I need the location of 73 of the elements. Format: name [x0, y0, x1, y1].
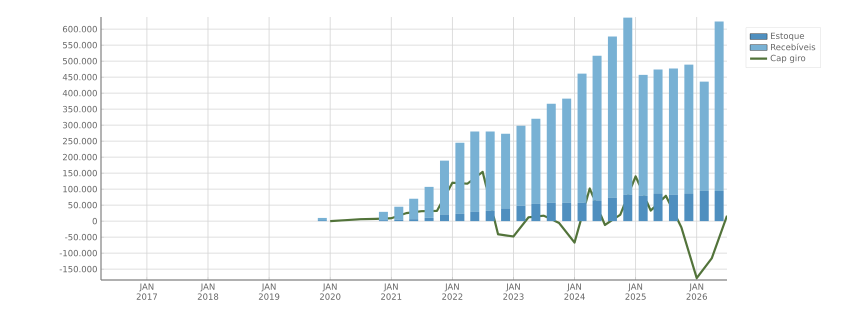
- y-tick-label: 450.000: [62, 74, 97, 80]
- x-tick-label: JAN 2026: [686, 284, 707, 300]
- y-tick-label: 0: [92, 218, 97, 224]
- bar: [501, 208, 510, 222]
- y-tick-label: -150.000: [60, 266, 97, 272]
- bar: [531, 204, 540, 222]
- bar: [486, 210, 495, 222]
- bar: [470, 212, 480, 222]
- bar: [318, 218, 327, 220]
- bar: [440, 214, 449, 222]
- bar: [654, 194, 663, 222]
- bar: [531, 118, 540, 204]
- y-tick-label: 600.000: [62, 26, 97, 32]
- x-tick-label: JAN 2017: [136, 284, 157, 300]
- legend-label: Estoque: [771, 32, 804, 41]
- y-tick-label: 350.000: [62, 106, 97, 112]
- bar: [455, 214, 464, 222]
- x-tick-label: JAN 2022: [442, 284, 462, 300]
- y-tick-label: 100.000: [63, 186, 97, 192]
- bar: [562, 202, 572, 222]
- bar: [546, 104, 556, 203]
- bar: [668, 194, 678, 222]
- bar: [424, 218, 434, 222]
- y-tick-label: -100.000: [60, 250, 97, 256]
- bar: [546, 202, 556, 222]
- y-tick-label: -50.000: [65, 234, 97, 240]
- x-tick-label: JAN 2023: [503, 284, 524, 300]
- bar: [486, 132, 495, 211]
- bar: [592, 56, 602, 201]
- y-tick-label: 400.000: [62, 90, 97, 96]
- x-tick-label: JAN 2018: [198, 284, 218, 300]
- bar: [455, 142, 464, 214]
- bar: [409, 198, 418, 220]
- y-tick-label: 550.000: [62, 42, 97, 48]
- bar: [608, 36, 617, 198]
- bar: [700, 190, 709, 222]
- bar: [470, 132, 480, 212]
- y-tick-label: 300.000: [62, 122, 97, 128]
- bar: [623, 194, 632, 222]
- bar: [668, 68, 678, 195]
- y-tick-label: 500.000: [62, 58, 97, 64]
- bar: [654, 69, 663, 194]
- bar: [592, 200, 602, 222]
- bar: [684, 64, 694, 194]
- bar: [516, 206, 526, 222]
- x-tick-label: JAN 2024: [564, 284, 585, 300]
- bar: [394, 206, 404, 220]
- bar: [440, 160, 449, 215]
- y-tick-label: 150.000: [63, 170, 97, 176]
- bar: [516, 126, 526, 206]
- x-tick-label: JAN 2025: [625, 284, 646, 300]
- bar: [501, 134, 510, 209]
- y-tick-label: 50.000: [68, 202, 97, 208]
- x-tick-label: JAN 2019: [258, 284, 280, 300]
- bar: [608, 198, 617, 222]
- bar: [714, 190, 724, 222]
- bar: [424, 186, 434, 218]
- bar: [578, 74, 587, 203]
- bar: [638, 74, 648, 196]
- x-tick-label: JAN 2021: [381, 284, 402, 300]
- x-tick-label: JAN 2020: [320, 284, 340, 300]
- bar: [378, 212, 388, 220]
- bar: [578, 202, 587, 222]
- bar: [684, 194, 694, 222]
- y-tick-label: 250.000: [62, 138, 97, 144]
- y-tick-label: 200.000: [62, 154, 97, 160]
- bar: [638, 196, 648, 222]
- legend-label: Cap giro: [770, 54, 806, 63]
- bar: [623, 18, 632, 195]
- bar: [714, 21, 724, 191]
- bar: [700, 82, 709, 191]
- bar: [562, 98, 572, 203]
- legend-label: Recebíveis: [771, 43, 816, 50]
